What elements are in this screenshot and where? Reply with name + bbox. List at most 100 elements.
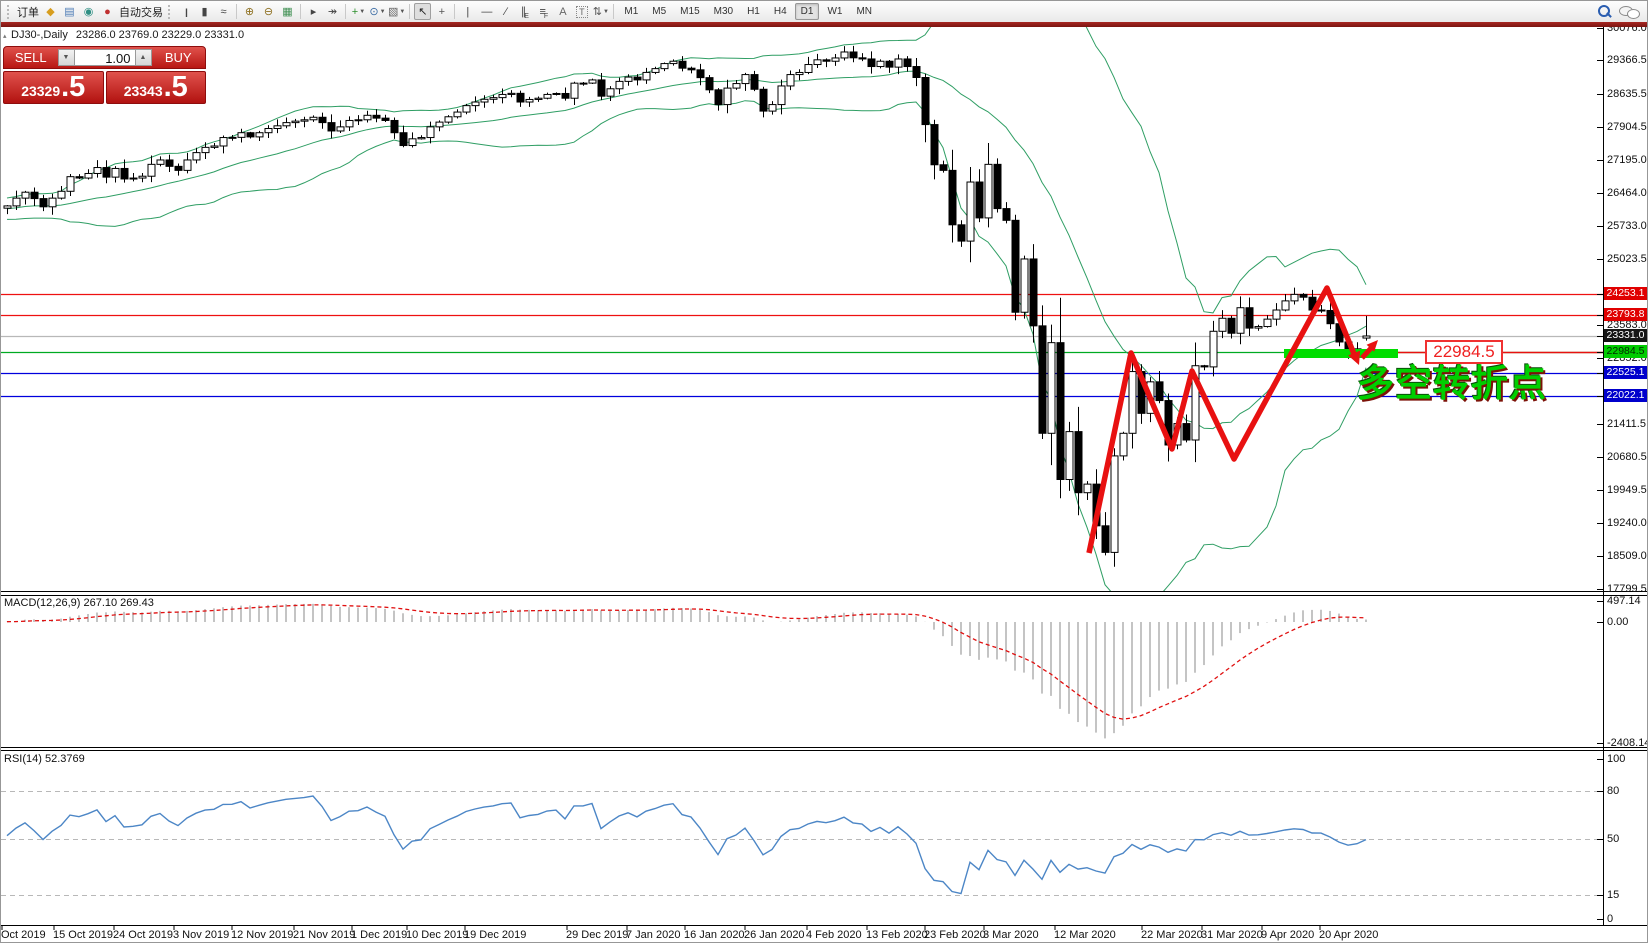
date-axis-label: Oct 2019 <box>1 929 46 941</box>
price-level-badge: 24253.1 <box>1604 287 1647 300</box>
price-axis-tick-label: 19240.0 <box>1607 517 1647 529</box>
macd-axis-tick-label: 497.14 <box>1607 595 1641 607</box>
date-axis-label: 3 Nov 2019 <box>173 929 230 941</box>
panel-frame-layer <box>1 27 1647 930</box>
vertical-line-icon: | <box>466 5 470 18</box>
chat-icon[interactable] <box>1618 3 1640 20</box>
price-axis-tick-label: 19949.5 <box>1607 484 1647 496</box>
trendline-icon: ∕ <box>504 5 507 18</box>
chart-shift-icon[interactable]: ↠ <box>324 3 341 20</box>
collapse-triangle-icon[interactable]: ▴ <box>3 33 7 40</box>
chinese-annotation-text: 多空转折点 <box>1357 363 1547 404</box>
crosshair-icon: + <box>438 5 446 18</box>
toolbar: 订单 ◆ ▤ ◉ ● 自动交易 ||| ▮ ≈ ⊕ ⊖ ▦ ▸ ↠ + ▼ ⊙ ▼ ▧ ▼ ↖ + | — ∕ ∥ E ≡ F A T ⇅ ▼ M… <box>1 1 1647 22</box>
rsi-axis-tick-label: 0 <box>1607 913 1614 925</box>
volume-input[interactable]: 1.00 <box>74 49 135 66</box>
timeframe-button-w1[interactable]: W1 <box>827 6 843 17</box>
date-axis-label: 10 Dec 2019 <box>406 929 469 941</box>
price-axis-tick-label: 27904.5 <box>1607 121 1647 133</box>
toolbar-separator <box>300 4 301 19</box>
fibonacci-icon: ≡ <box>539 5 546 18</box>
vertical-line-icon[interactable]: | <box>459 3 476 20</box>
bar-chart-icon[interactable]: ||| <box>177 3 194 20</box>
buy-price-display[interactable]: 23343.5 <box>105 71 206 104</box>
indicators-icon: + <box>351 5 359 18</box>
arrows-icon: ⇅ <box>592 6 602 18</box>
date-axis-label: 20 Apr 2020 <box>1319 929 1379 941</box>
tile-windows-icon[interactable]: ▦ <box>279 3 296 20</box>
buy-price-big-digit: .5 <box>163 71 188 103</box>
chat-bubble-right <box>1627 9 1640 19</box>
date-axis-label: 22 Mar 2020 <box>1141 929 1203 941</box>
volume-increase-button[interactable]: ▲ <box>134 49 152 66</box>
price-axis-tick-label: 23583.0 <box>1607 319 1647 331</box>
timeframe-button-m5[interactable]: M5 <box>652 6 667 17</box>
text-label-icon[interactable]: T <box>573 3 590 20</box>
templates-icon[interactable]: ▧ ▼ <box>388 3 405 20</box>
new-chart-icon: ▤ <box>64 6 75 18</box>
auto-trading-icon[interactable]: ● <box>99 3 116 20</box>
buy-button[interactable]: BUY <box>164 50 192 65</box>
horizontal-line-icon[interactable]: — <box>478 3 495 20</box>
price-axis-tick-label: 17799.5 <box>1607 583 1647 595</box>
date-axis-label: 15 Oct 2019 <box>53 929 113 941</box>
support-highlight-bar <box>1284 349 1398 358</box>
search-icon[interactable] <box>1594 3 1612 20</box>
arrows-icon[interactable]: ⇅ ▼ <box>592 3 609 20</box>
new-order-icon[interactable]: ◆ <box>42 3 59 20</box>
price-level-badge: 23331.0 <box>1604 329 1647 342</box>
zigzag-arrowhead-icon <box>1348 350 1361 365</box>
candlestick-chart-icon: ▮ <box>201 6 208 18</box>
bollinger-bands-layer <box>6 27 1367 592</box>
timeframe-button-mn[interactable]: MN <box>856 6 873 17</box>
zoom-out-icon[interactable]: ⊖ <box>260 3 277 20</box>
date-axis-label: 1 Dec 2019 <box>351 929 408 941</box>
timeframe-button-h1[interactable]: H1 <box>747 6 760 17</box>
candlestick-chart-icon[interactable]: ▮ <box>196 3 213 20</box>
periods-icon: ⊙ <box>369 6 379 18</box>
price-axis-tick-label: 27195.0 <box>1607 154 1647 166</box>
trendline-icon[interactable]: ∕ <box>497 3 514 20</box>
periods-icon[interactable]: ⊙ ▼ <box>369 3 386 20</box>
one-click-trading-panel: SELL ▼ 1.00 ▲ BUY 23329.5 23343.5 <box>3 46 206 104</box>
sell-button[interactable]: SELL <box>14 50 47 65</box>
timeframe-button-m30[interactable]: M30 <box>713 6 734 17</box>
bounce-up-arrow-icon <box>1366 340 1378 352</box>
fibonacci-icon[interactable]: ≡ F <box>535 3 552 21</box>
date-axis-label: 21 Nov 2019 <box>293 929 356 941</box>
line-chart-icon[interactable]: ≈ <box>215 3 232 20</box>
text-icon: A <box>559 5 567 18</box>
crosshair-icon[interactable]: + <box>433 3 450 20</box>
new-chart-icon[interactable]: ▤ <box>61 3 78 20</box>
sell-price-display[interactable]: 23329.5 <box>3 71 104 104</box>
date-axis-label: 24 Oct 2019 <box>113 929 173 941</box>
auto-scroll-icon: ▸ <box>310 6 317 18</box>
price-axis-tick-label: 29366.5 <box>1607 54 1647 66</box>
line-chart-icon: ≈ <box>220 5 227 18</box>
timeframe-button-m15[interactable]: M15 <box>680 6 700 17</box>
support-price-callout[interactable]: 22984.5 <box>1425 340 1503 364</box>
date-axis-label: 9 Apr 2020 <box>1261 929 1315 941</box>
text-icon[interactable]: A <box>554 3 571 20</box>
timeframe-button-h4[interactable]: H4 <box>773 6 787 17</box>
rsi-layer <box>1 791 1603 896</box>
price-level-badge: 22022.1 <box>1604 389 1647 402</box>
orders-label: 订单 <box>17 6 39 19</box>
cursor-icon[interactable]: ↖ <box>414 3 432 20</box>
indicators-icon[interactable]: + ▼ <box>350 3 367 20</box>
timeframe-button-d1[interactable]: D1 <box>794 3 820 20</box>
date-axis-label: 12 Mar 2020 <box>1054 929 1116 941</box>
equidistant-channel-icon[interactable]: ∥ E <box>516 3 533 20</box>
ohlc-readout: 23286.0 23769.0 23229.0 23331.0 <box>75 29 245 41</box>
timeframe-button-m1[interactable]: M1 <box>624 6 639 17</box>
market-watch-icon[interactable]: ◉ <box>80 3 97 20</box>
zoom-in-icon[interactable]: ⊕ <box>241 3 258 20</box>
volume-decrease-button[interactable]: ▼ <box>57 49 75 66</box>
auto-scroll-icon[interactable]: ▸ <box>305 3 322 20</box>
macd-axis-tick-label: -2408.14 <box>1607 737 1648 749</box>
chevron-down-icon: ▼ <box>602 8 609 15</box>
chevron-down-icon: ▼ <box>379 8 386 15</box>
macd-layer <box>6 603 1367 739</box>
